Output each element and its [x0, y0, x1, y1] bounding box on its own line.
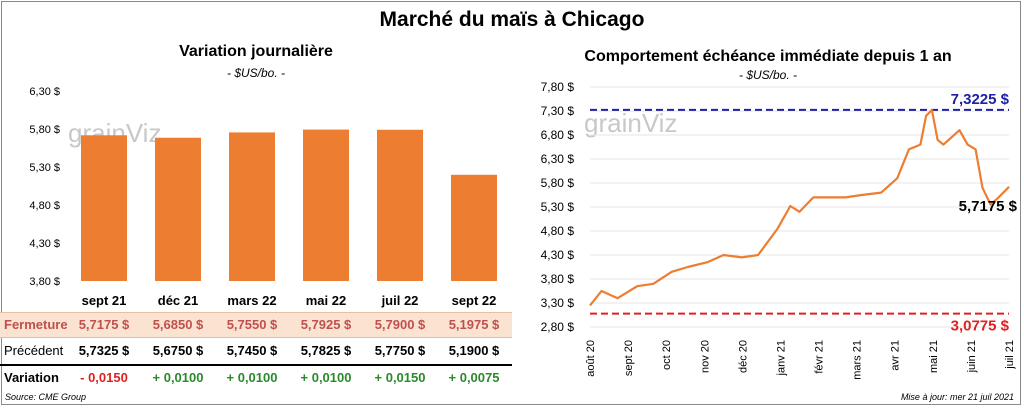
x-tick-label: juil 21 — [1004, 340, 1016, 370]
x-tick-label: juil 22 — [381, 293, 419, 308]
line-chart: grainViz 7,80 $ 7,30 $ 6,80 $ 6,30 $ 5,80 $ 5… — [541, 80, 1018, 380]
x-tick-label: sept 20 — [623, 340, 635, 376]
x-tick-label: nov 20 — [699, 340, 711, 373]
x-tick-label: déc 20 — [737, 340, 749, 373]
y-tick-label: 2,80 $ — [541, 320, 575, 334]
y-tick-label: 3,80 $ — [29, 276, 60, 288]
previous-label: Précédent — [4, 343, 64, 358]
close-value: 5,7175 $ — [78, 317, 130, 332]
variation-label: Variation — [4, 370, 59, 385]
x-tick-label: oct 20 — [661, 340, 673, 370]
bar — [451, 174, 497, 281]
watermark-right: grainViz — [584, 108, 677, 138]
y-tick-label: 6,30 $ — [541, 152, 575, 166]
previous-value: 5,7325 $ — [78, 343, 130, 358]
bar — [303, 129, 349, 281]
y-tick-label: 4,80 $ — [29, 200, 60, 212]
y-tick-label: 7,30 $ — [541, 104, 575, 118]
x-tick-label: août 20 — [585, 340, 597, 377]
bar — [155, 137, 201, 281]
x-tick-label: janv 21 — [775, 340, 787, 376]
close-value: 5,6850 $ — [152, 317, 204, 332]
table-row-close: Fermeture 5,7175 $ 5,6850 $ 5,7550 $ 5,7… — [0, 312, 512, 338]
bar-chart: grainViz 6,30 $5,80 $5,30 $4,80 $4,30 $3… — [29, 86, 497, 308]
source-note: Source: CME Group — [5, 392, 87, 402]
x-tick-label: avr 21 — [890, 340, 902, 371]
left-chart-title: Variation journalière — [179, 43, 333, 60]
x-tick-label: mars 22 — [227, 293, 276, 308]
y-tick-label: 5,80 $ — [541, 176, 575, 190]
variation-value: + 0,0100 — [300, 370, 352, 385]
previous-value: 5,6750 $ — [152, 343, 204, 358]
y-tick-label: 3,30 $ — [541, 296, 575, 310]
y-tick-label: 3,80 $ — [541, 272, 575, 286]
y-tick-label: 5,30 $ — [29, 162, 60, 174]
main-title: Marché du maïs à Chicago — [379, 8, 645, 31]
x-tick-label: sept 22 — [452, 293, 497, 308]
y-tick-label: 4,80 $ — [541, 224, 575, 238]
close-value: 5,7550 $ — [226, 317, 278, 332]
table-row-previous: Précédent 5,7325 $ 5,6750 $ 5,7450 $ 5,7… — [0, 339, 512, 363]
variation-value: + 0,0075 — [448, 370, 500, 385]
variation-value: + 0,0100 — [226, 370, 278, 385]
high-value-label: 7,3225 $ — [951, 91, 1010, 108]
previous-value: 5,7750 $ — [374, 343, 426, 358]
variation-value: + 0,0150 — [374, 370, 426, 385]
x-tick-label: sept 21 — [82, 293, 127, 308]
close-value: 5,7925 $ — [300, 317, 352, 332]
y-tick-label: 5,30 $ — [541, 200, 575, 214]
y-tick-label: 4,30 $ — [29, 238, 60, 250]
y-tick-label: 4,30 $ — [541, 248, 575, 262]
previous-value: 5,7825 $ — [300, 343, 352, 358]
previous-value: 5,1900 $ — [448, 343, 500, 358]
price-series-line — [589, 108, 1010, 307]
close-label: Fermeture — [4, 317, 68, 332]
right-chart-title: Comportement échéance immédiate depuis 1… — [584, 48, 952, 65]
last-value-label: 5,7175 $ — [959, 198, 1018, 215]
update-note: Mise à jour: mer 21 juil 2021 — [900, 392, 1014, 402]
variation-value: + 0,0100 — [152, 370, 204, 385]
variation-value: - 0,0150 — [80, 370, 128, 385]
x-tick-label: déc 21 — [158, 293, 198, 308]
y-tick-label: 6,80 $ — [541, 128, 575, 142]
y-tick-label: 6,30 $ — [29, 86, 60, 98]
previous-value: 5,7450 $ — [226, 343, 278, 358]
close-value: 5,7900 $ — [374, 317, 426, 332]
bar — [377, 129, 423, 281]
low-value-label: 3,0775 $ — [951, 318, 1010, 335]
right-chart-subtitle: - $US/bo. - — [738, 68, 798, 82]
x-tick-label: mars 21 — [852, 340, 864, 380]
x-tick-label: juin 21 — [966, 340, 978, 373]
table-row-variation: Variation - 0,0150 + 0,0100 + 0,0100 + 0… — [0, 364, 512, 390]
y-tick-label: 5,80 $ — [29, 124, 60, 136]
x-tick-label: févr 21 — [814, 340, 826, 374]
bar — [229, 132, 275, 281]
y-tick-label: 7,80 $ — [541, 80, 575, 94]
bar — [81, 135, 127, 281]
x-tick-label: mai 21 — [928, 340, 940, 373]
left-chart-subtitle: - $US/bo. - — [226, 66, 286, 80]
x-tick-label: mai 22 — [306, 293, 346, 308]
close-value: 5,1975 $ — [448, 317, 500, 332]
